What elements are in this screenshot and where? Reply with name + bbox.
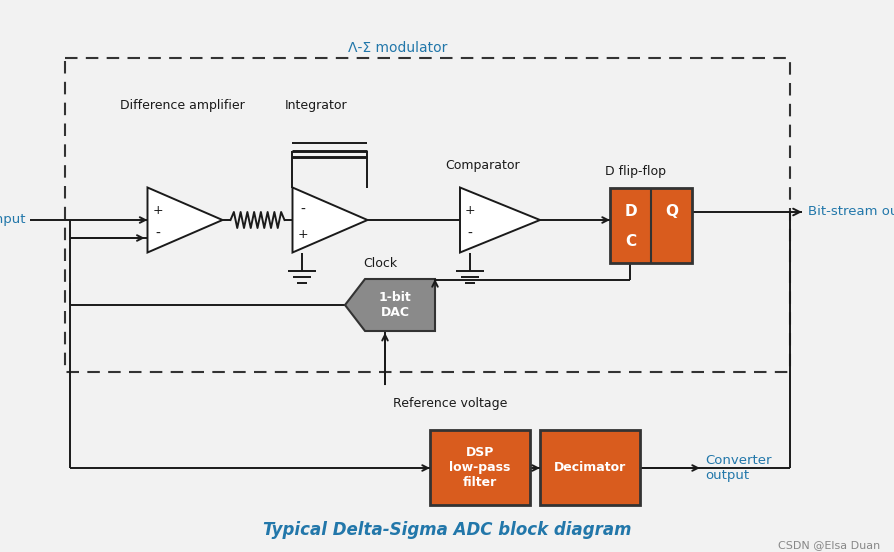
Text: C: C (624, 235, 636, 250)
Text: Q: Q (664, 204, 678, 220)
Text: CSDN @Elsa Duan: CSDN @Elsa Duan (777, 540, 879, 550)
Text: Integrator: Integrator (284, 98, 347, 112)
Text: DSP
low-pass
filter: DSP low-pass filter (449, 446, 510, 489)
Text: Typical Delta-Sigma ADC block diagram: Typical Delta-Sigma ADC block diagram (263, 521, 631, 539)
Text: Λ-Σ modulator: Λ-Σ modulator (348, 41, 447, 55)
Text: Bit-stream output: Bit-stream output (807, 205, 894, 219)
Text: -: - (155, 227, 160, 241)
Text: +: + (464, 204, 475, 216)
FancyBboxPatch shape (610, 188, 691, 263)
Text: +: + (297, 227, 308, 241)
Text: D flip-flop: D flip-flop (604, 166, 665, 178)
Text: -: - (299, 203, 305, 217)
Text: Converter
output: Converter output (704, 454, 771, 482)
Polygon shape (292, 188, 367, 252)
Text: D: D (623, 204, 637, 220)
Text: Difference amplifier: Difference amplifier (120, 98, 244, 112)
Text: Decimator: Decimator (553, 461, 626, 474)
Text: 1-bit
DAC: 1-bit DAC (378, 291, 411, 319)
Text: +: + (152, 204, 163, 216)
FancyBboxPatch shape (429, 430, 529, 505)
Text: Clock: Clock (363, 257, 397, 270)
Text: Input: Input (0, 214, 26, 226)
Text: Comparator: Comparator (444, 158, 519, 172)
Polygon shape (148, 188, 223, 252)
FancyBboxPatch shape (539, 430, 639, 505)
Polygon shape (460, 188, 539, 252)
Text: -: - (467, 227, 472, 241)
Text: Reference voltage: Reference voltage (392, 396, 507, 410)
Polygon shape (344, 279, 434, 331)
